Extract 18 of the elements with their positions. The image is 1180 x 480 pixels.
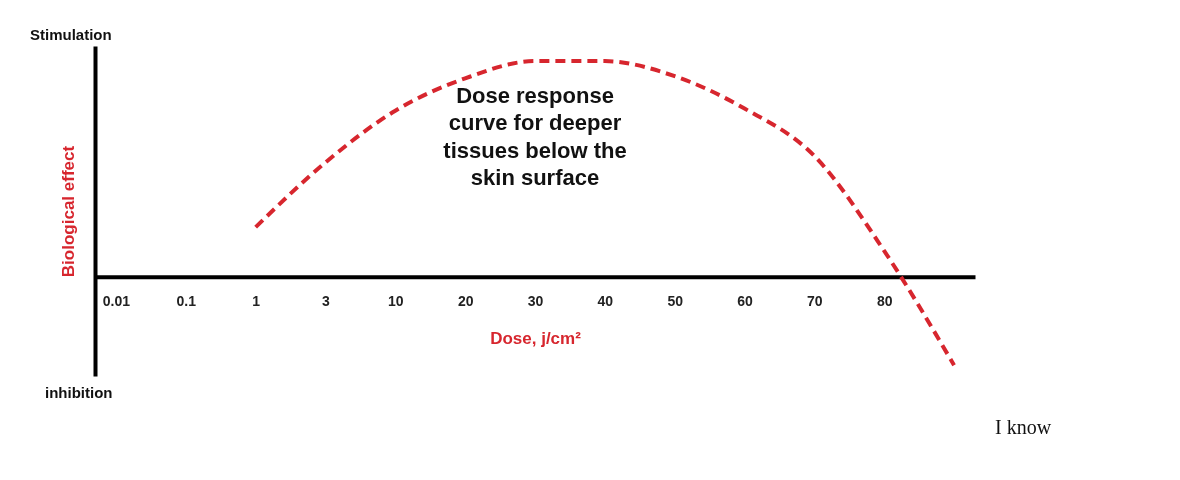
x-tick-label: 10 xyxy=(388,293,404,310)
x-tick-label: 1 xyxy=(252,293,261,310)
x-tick-label: 60 xyxy=(737,293,754,310)
x-tick-label: 0.01 xyxy=(102,293,131,310)
x-tick-label: 0.1 xyxy=(176,293,197,310)
x-tick-label: 3 xyxy=(322,293,331,310)
x-tick-label: 70 xyxy=(807,293,823,310)
text: inhibition xyxy=(45,384,113,401)
x-tick-label: 30 xyxy=(527,293,544,310)
x-tick-label: 40 xyxy=(597,293,614,310)
x-tick-label: 50 xyxy=(667,293,684,310)
text: Stimulation xyxy=(30,26,112,43)
x-tick-label: 80 xyxy=(876,293,893,310)
y-axis-title: Biological effect xyxy=(58,145,78,278)
annotation: Dose response curve for deeper tissues below the skin surface xyxy=(443,82,627,191)
x-axis-title: Dose, j/cm² xyxy=(490,329,582,349)
x-tick-label: 20 xyxy=(457,293,474,310)
text: I know xyxy=(995,416,1052,438)
